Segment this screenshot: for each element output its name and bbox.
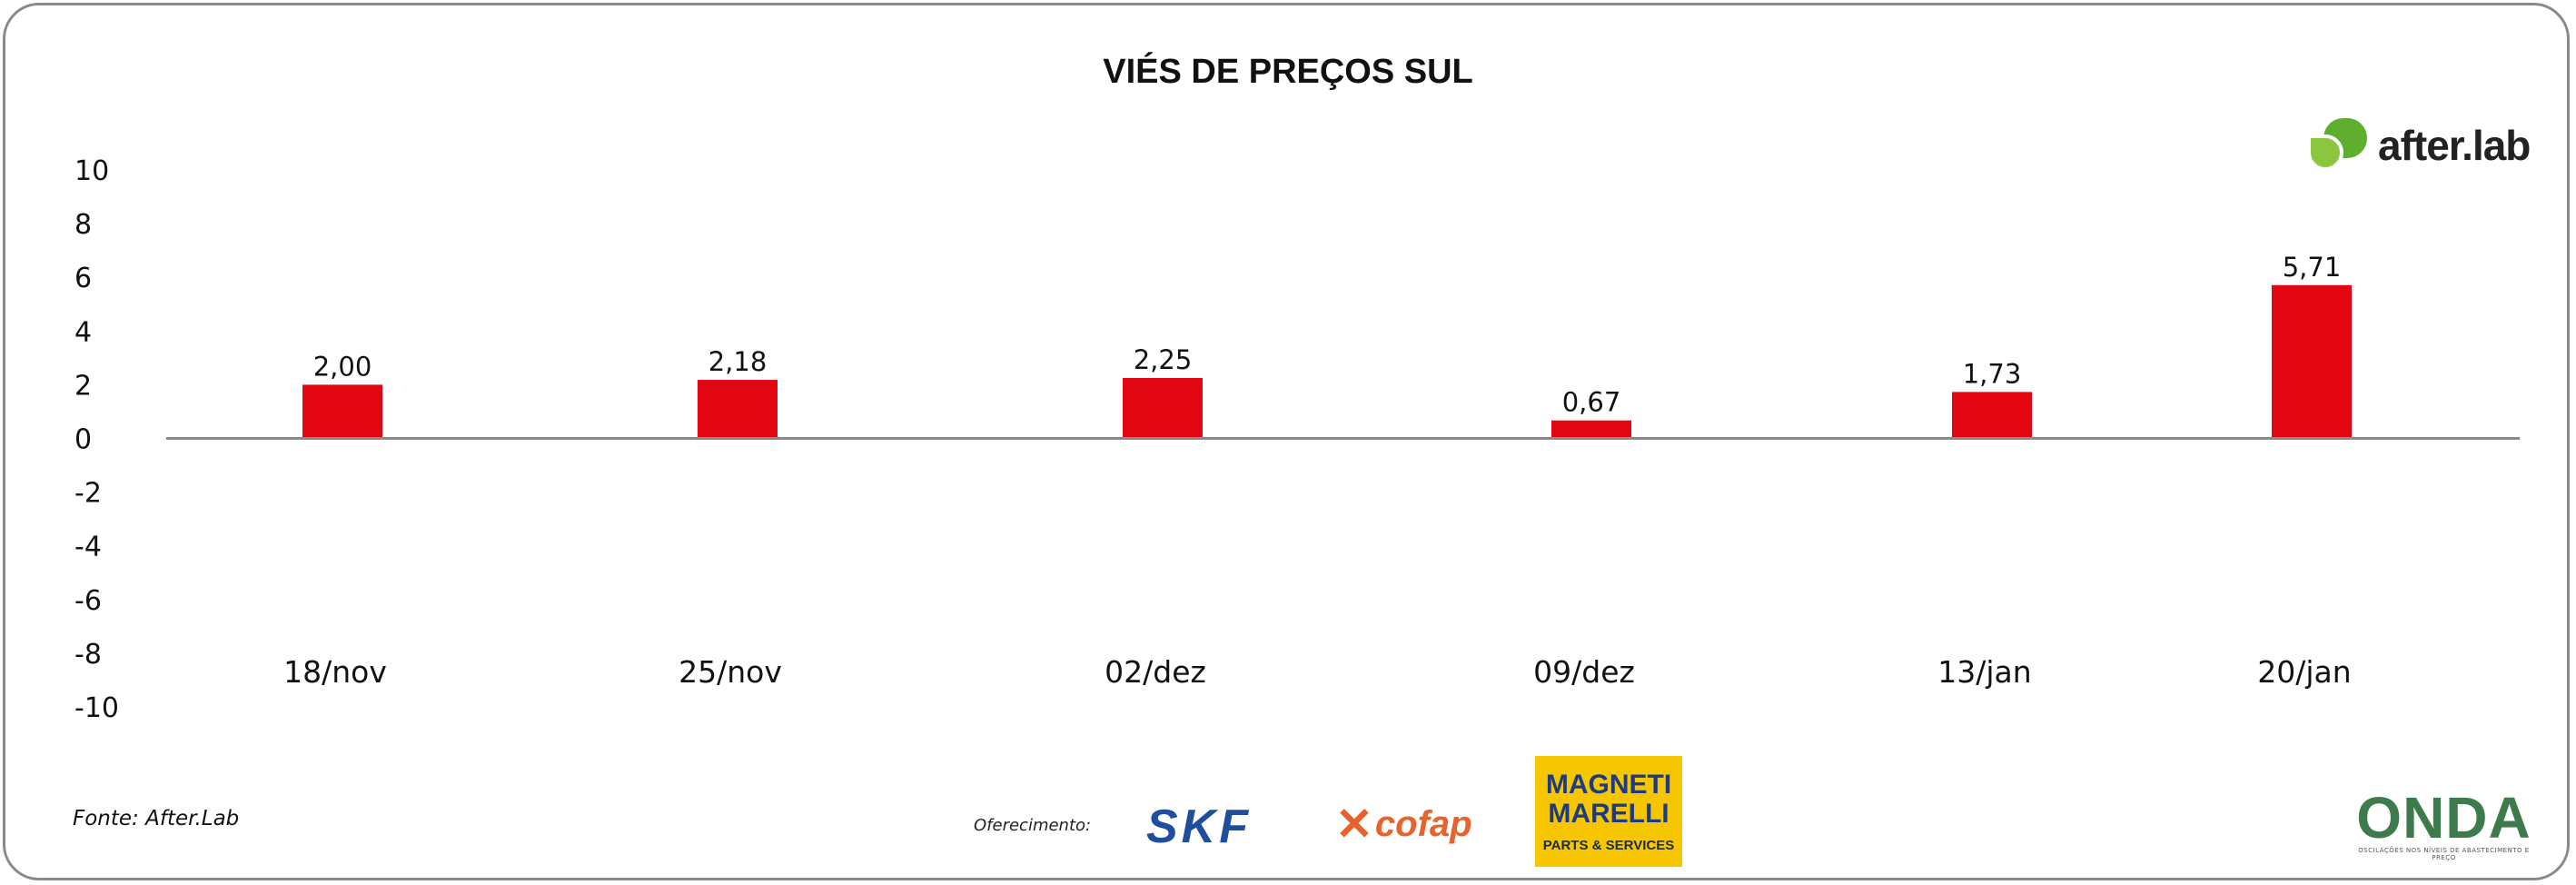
onda-logo-text: ONDA <box>2356 785 2531 850</box>
magneti-text: MAGNETI <box>1545 769 1672 800</box>
y-tick-label: -4 <box>74 532 102 563</box>
data-label: 2,18 <box>708 346 768 377</box>
cofap-logo: ✕ cofap <box>1335 798 1472 850</box>
y-tick-label: 4 <box>74 316 92 348</box>
y-tick-label: 6 <box>74 263 92 294</box>
data-label: 2,00 <box>313 351 372 382</box>
afterlab-logo-mark-icon <box>2307 118 2371 173</box>
y-tick-label: -6 <box>74 585 102 617</box>
onda-tagline: OSCILAÇÕES NOS NÍVEIS DE ABASTECIMENTO E… <box>2358 847 2530 861</box>
skf-logo: SKF <box>1146 800 1252 853</box>
chart-title: VIÉS DE PREÇOS SUL <box>1103 53 1473 91</box>
data-label: 0,67 <box>1562 387 1621 418</box>
category-labels: 18/nov 25/nov 02/dez 09/dez 13/jan 20/jan <box>283 654 2352 690</box>
bars <box>302 284 2352 439</box>
y-tick-label: -8 <box>74 639 102 671</box>
data-label: 2,25 <box>1134 344 1193 375</box>
sponsor-label: Oferecimento: <box>974 816 1092 835</box>
chart-frame <box>3 3 2570 880</box>
category-label: 09/dez <box>1533 654 1635 690</box>
data-label: 1,73 <box>1963 358 2022 389</box>
bar <box>302 384 382 439</box>
data-label: 5,71 <box>2283 252 2342 283</box>
category-label: 25/nov <box>679 654 782 690</box>
source-note: Fonte: After.Lab <box>73 807 240 830</box>
marelli-text: MARELLI <box>1548 798 1669 829</box>
y-tick-label: -2 <box>74 478 102 510</box>
magneti-marelli-logo: MAGNETI MARELLI PARTS & SERVICES <box>1535 756 1682 867</box>
y-axis-ticks: 10 8 6 4 2 0 -2 -4 -6 -8 -10 <box>74 155 119 724</box>
y-tick-label: -10 <box>74 692 119 724</box>
bar <box>698 380 778 439</box>
y-tick-label: 2 <box>74 370 92 402</box>
afterlab-logo-text: after.lab <box>2378 122 2531 169</box>
category-label: 18/nov <box>283 654 387 690</box>
onda-logo: ONDA OSCILAÇÕES NOS NÍVEIS DE ABASTECIME… <box>2351 789 2537 861</box>
data-labels: 2,00 2,18 2,25 0,67 1,73 5,71 <box>313 252 2342 418</box>
y-tick-label: 10 <box>74 155 109 187</box>
parts-services-text: PARTS & SERVICES <box>1542 837 1675 853</box>
cofap-logo-text: cofap <box>1374 803 1472 844</box>
afterlab-logo: after.lab <box>2307 116 2531 174</box>
y-tick-label: 0 <box>74 424 92 456</box>
cofap-mark-icon: ✕ <box>1335 799 1373 850</box>
y-tick-label: 8 <box>74 209 92 241</box>
category-label: 20/jan <box>2257 654 2351 690</box>
bar <box>1551 420 1631 439</box>
bar <box>1952 392 2032 439</box>
category-label: 13/jan <box>1937 654 2031 690</box>
category-label: 02/dez <box>1105 654 1206 690</box>
bar <box>1123 378 1203 439</box>
bar <box>2272 284 2352 439</box>
